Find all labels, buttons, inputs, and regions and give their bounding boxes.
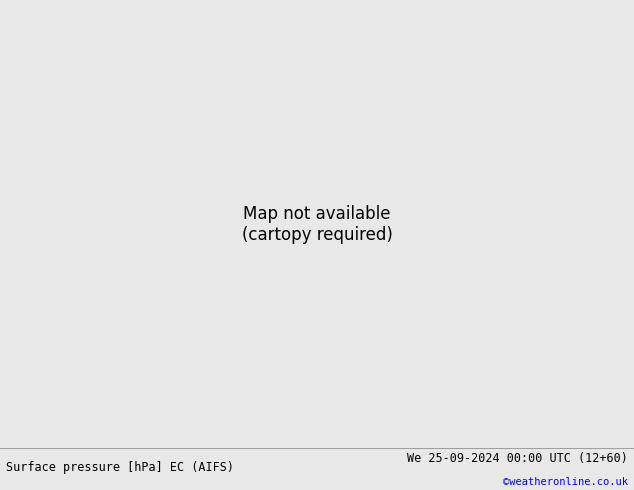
Text: Map not available
(cartopy required): Map not available (cartopy required) — [242, 205, 392, 244]
Text: Surface pressure [hPa] EC (AIFS): Surface pressure [hPa] EC (AIFS) — [6, 461, 235, 474]
Text: ©weatheronline.co.uk: ©weatheronline.co.uk — [503, 477, 628, 487]
Text: We 25-09-2024 00:00 UTC (12+60): We 25-09-2024 00:00 UTC (12+60) — [407, 452, 628, 466]
